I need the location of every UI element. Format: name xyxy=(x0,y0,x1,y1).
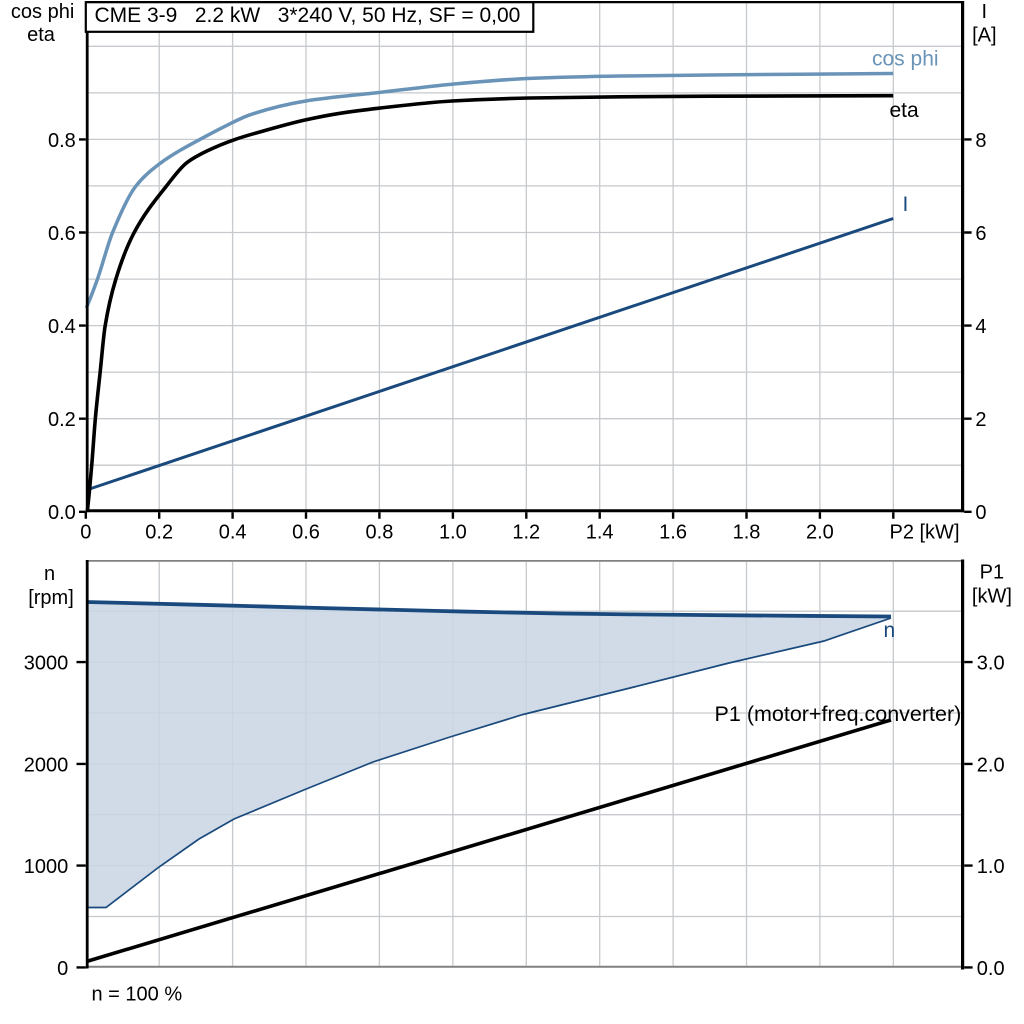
svg-text:2.0: 2.0 xyxy=(977,754,1005,776)
svg-text:0.4: 0.4 xyxy=(219,522,247,544)
svg-text:2.0: 2.0 xyxy=(806,522,834,544)
svg-text:I: I xyxy=(982,1,988,23)
svg-text:1000: 1000 xyxy=(24,856,69,878)
svg-text:cos phi: cos phi xyxy=(872,48,939,71)
svg-text:0: 0 xyxy=(975,502,986,524)
svg-text:n: n xyxy=(44,563,55,585)
svg-text:8: 8 xyxy=(975,130,986,152)
svg-text:1.0: 1.0 xyxy=(977,856,1005,878)
svg-text:0.0: 0.0 xyxy=(48,502,76,524)
svg-text:P2 [kW]: P2 [kW] xyxy=(889,522,959,544)
svg-text:[rpm]: [rpm] xyxy=(28,587,74,609)
svg-text:n = 100 %: n = 100 % xyxy=(92,983,183,1005)
svg-text:1.8: 1.8 xyxy=(733,522,761,544)
svg-text:eta: eta xyxy=(27,24,56,46)
svg-text:1.4: 1.4 xyxy=(586,522,614,544)
svg-text:0.6: 0.6 xyxy=(48,223,76,245)
svg-text:0.0: 0.0 xyxy=(977,958,1005,980)
svg-text:cos phi: cos phi xyxy=(11,1,74,23)
svg-text:1.6: 1.6 xyxy=(659,522,687,544)
svg-text:3000: 3000 xyxy=(24,652,69,674)
svg-text:6: 6 xyxy=(975,223,986,245)
svg-text:1.2: 1.2 xyxy=(512,522,540,544)
svg-text:0.6: 0.6 xyxy=(292,522,320,544)
svg-text:CME 3-9 2.2 kW 3*240 V, 50: CME 3-9 2.2 kW 3*240 V, 50 Hz, SF = 0,00 xyxy=(95,4,521,27)
svg-text:I: I xyxy=(903,193,909,216)
svg-text:eta: eta xyxy=(890,99,920,122)
svg-text:[A]: [A] xyxy=(972,24,996,46)
svg-text:P1: P1 xyxy=(980,562,1004,584)
svg-text:0.2: 0.2 xyxy=(48,409,76,431)
svg-text:3.0: 3.0 xyxy=(977,652,1005,674)
svg-text:2: 2 xyxy=(975,409,986,431)
svg-text:0: 0 xyxy=(57,958,68,980)
svg-text:0.8: 0.8 xyxy=(366,522,394,544)
svg-text:0.2: 0.2 xyxy=(145,522,173,544)
svg-text:0: 0 xyxy=(80,522,91,544)
svg-text:4: 4 xyxy=(975,316,986,338)
svg-text:[kW]: [kW] xyxy=(972,585,1012,607)
svg-text:n: n xyxy=(884,619,896,642)
svg-text:0.4: 0.4 xyxy=(48,316,76,338)
svg-text:P1 (motor+freq.converter): P1 (motor+freq.converter) xyxy=(715,702,962,726)
svg-text:0.8: 0.8 xyxy=(48,130,76,152)
svg-text:1.0: 1.0 xyxy=(439,522,467,544)
svg-text:2000: 2000 xyxy=(24,754,69,776)
